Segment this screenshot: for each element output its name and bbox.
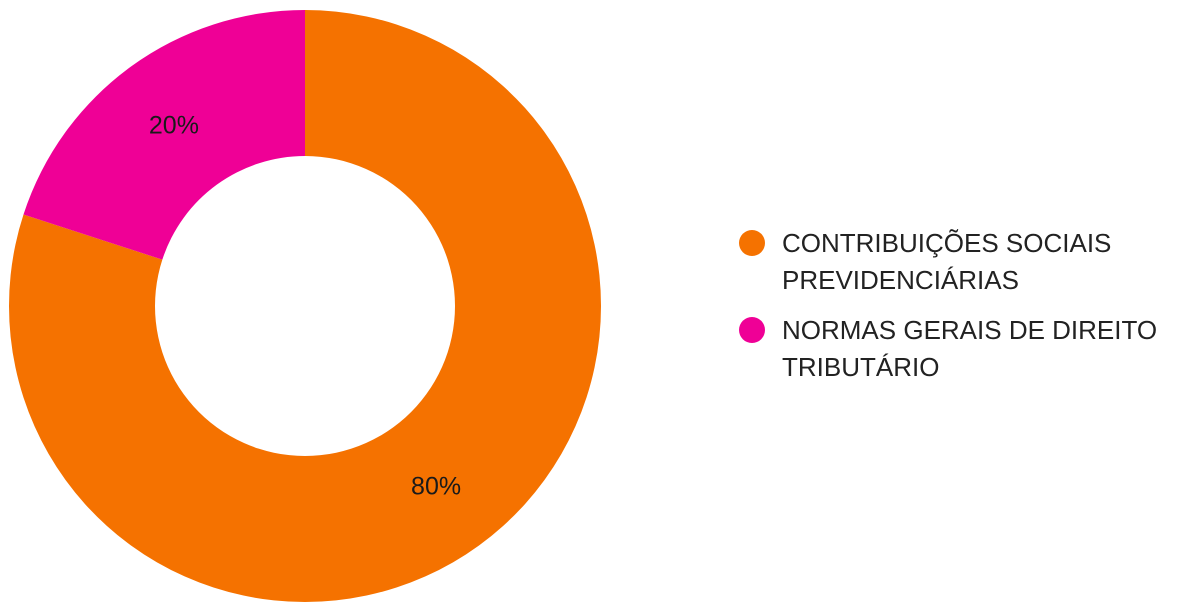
legend-marker-2	[739, 317, 765, 343]
legend-label-2-line-1: NORMAS GERAIS DE DIREITO	[782, 315, 1157, 345]
legend-marker-1	[739, 230, 765, 256]
donut-slices	[9, 10, 602, 603]
donut-slice-2	[23, 10, 305, 260]
donut-slice-1	[9, 10, 602, 603]
legend: CONTRIBUIÇÕES SOCIAIS PREVIDENCIÁRIAS NORM…	[739, 228, 1157, 382]
data-labels: 80% 20%	[149, 112, 461, 501]
legend-label-2-line-2: TRIBUTÁRIO	[782, 352, 939, 382]
data-label-2: 20%	[149, 112, 199, 140]
data-label-1: 80%	[411, 472, 461, 500]
legend-label-1-line-2: PREVIDENCIÁRIAS	[782, 265, 1019, 295]
legend-label-1-line-1: CONTRIBUIÇÕES SOCIAIS	[782, 228, 1111, 258]
